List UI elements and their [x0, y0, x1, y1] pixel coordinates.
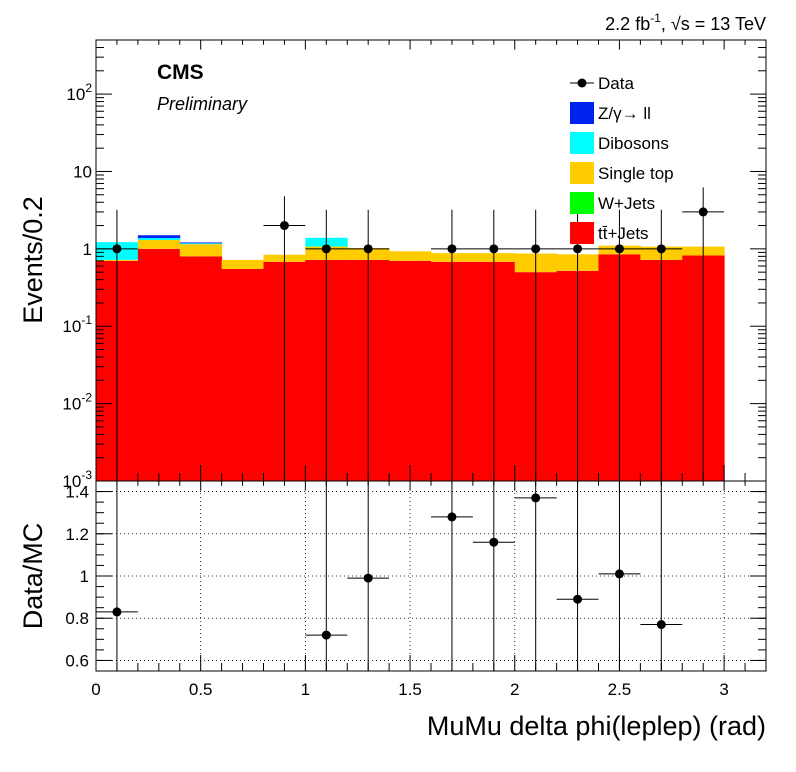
ratio-points — [96, 481, 683, 671]
y-tick-label: 0.8 — [65, 609, 89, 628]
legend-label: Dibosons — [598, 134, 669, 153]
ratio-grid — [95, 481, 766, 671]
y-tick-label: 1 — [80, 567, 89, 586]
bar-singletop-7 — [389, 251, 432, 261]
main-panel: 10-3 10-2 10-1 1 10 102 CMS Preliminary Data Z… — [18, 39, 767, 491]
ratio-point — [573, 594, 583, 604]
bar-zll-1 — [137, 235, 181, 239]
lumi-label: 2.2 fb-1, √s = 13 TeV — [605, 11, 766, 34]
ratio-point — [363, 573, 373, 583]
bar-ttjets-7 — [389, 260, 432, 481]
y-tick-label: 1.2 — [65, 525, 89, 544]
ratio-point — [321, 630, 331, 640]
ratio-panel: 0.6 0.8 1 1.2 1.4 0 0.5 1 1.5 2 2.5 3 Data/MC MuMu… — [18, 480, 767, 741]
legend-label: W+Jets — [598, 194, 655, 213]
y-tick-label: 0.6 — [65, 651, 89, 670]
data-point — [279, 221, 289, 231]
data-point — [573, 244, 583, 254]
legend-label: tt̄+Jets — [598, 224, 649, 243]
legend-swatch — [570, 132, 594, 154]
data-point — [321, 244, 331, 254]
ratio-point — [489, 537, 499, 547]
y-tick-label: 1 — [83, 240, 92, 259]
legend-swatch — [570, 102, 594, 124]
legend-swatch — [570, 222, 594, 244]
bar-ttjets-1 — [137, 248, 181, 481]
y-tick-label: 10 — [73, 162, 92, 181]
x-tick-label: 0.5 — [189, 680, 213, 699]
data-point — [698, 207, 708, 217]
legend-label: Data — [598, 74, 634, 93]
bar-singletop-2 — [179, 244, 223, 257]
x-tick-label: 2 — [510, 680, 519, 699]
x-axis: 0 0.5 1 1.5 2 2.5 3 — [91, 481, 767, 699]
bar-ttjets-2 — [179, 256, 223, 481]
ratio-point — [112, 607, 122, 617]
ratio-point — [531, 493, 541, 503]
y-tick-label: 10-1 — [62, 313, 92, 336]
legend: Data Z/γ→ ll Dibosons Single top W+Jets tt̄+J… — [570, 74, 674, 244]
x-tick-label: 2.5 — [608, 680, 632, 699]
x-tick-label: 1.5 — [398, 680, 422, 699]
data-point — [614, 244, 624, 254]
preliminary-label: Preliminary — [157, 94, 248, 114]
x-axis-title: MuMu delta phi(leplep) (rad) — [427, 711, 766, 741]
bar-dibosons-1 — [137, 238, 181, 241]
ratio-point — [447, 512, 457, 522]
stacked-histogram — [96, 235, 725, 481]
legend-swatch — [570, 192, 594, 214]
legend-swatch — [570, 162, 594, 184]
data-point — [363, 244, 373, 254]
y-axis-ratio: 0.6 0.8 1 1.2 1.4 — [65, 483, 766, 670]
bar-zll-2 — [179, 242, 223, 244]
bar-dibosons-2 — [179, 243, 223, 245]
y-tick-label: 1.4 — [65, 483, 89, 502]
bar-singletop-1 — [137, 240, 181, 249]
data-points — [96, 187, 725, 481]
legend-marker — [577, 78, 587, 88]
x-tick-label: 0 — [91, 680, 100, 699]
ratio-point — [656, 620, 666, 630]
y-axis-main: 10-3 10-2 10-1 1 10 102 — [62, 39, 766, 491]
y-tick-label: 10-2 — [62, 391, 92, 414]
legend-label: Single top — [598, 164, 674, 183]
data-point — [531, 244, 541, 254]
x-tick-label: 1 — [301, 680, 310, 699]
bar-ttjets-3 — [221, 268, 264, 481]
cms-label: CMS — [157, 61, 204, 84]
ratio-point — [614, 569, 624, 579]
data-point — [656, 244, 666, 254]
y-tick-label: 10-3 — [62, 468, 92, 491]
y-axis-title-ratio: Data/MC — [18, 523, 48, 630]
legend-label: Z/γ→ ll — [598, 104, 651, 123]
bar-singletop-3 — [221, 259, 264, 269]
x-tick-label: 3 — [719, 680, 728, 699]
data-point — [112, 244, 122, 254]
data-point — [447, 244, 457, 254]
y-axis-title-main: Events/0.2 — [18, 196, 48, 324]
y-tick-label: 102 — [66, 81, 92, 104]
data-point — [489, 244, 499, 254]
